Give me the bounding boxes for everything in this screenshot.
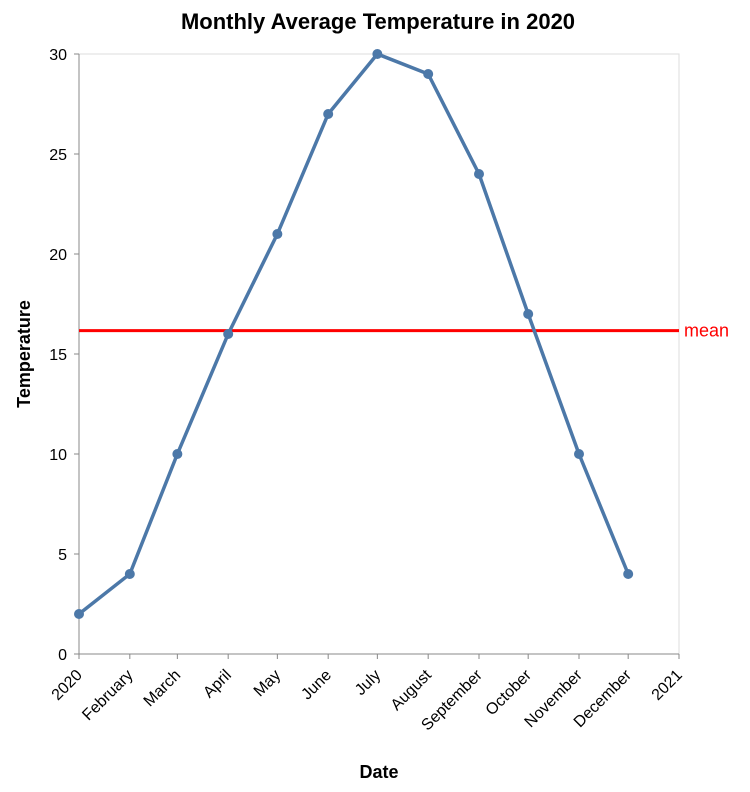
data-point bbox=[574, 449, 584, 459]
data-point bbox=[124, 569, 135, 579]
data-point bbox=[474, 169, 484, 179]
x-tick-label: July bbox=[352, 667, 384, 699]
y-tick-label: 20 bbox=[49, 247, 67, 264]
x-tick-label: April bbox=[200, 667, 235, 702]
data-point bbox=[272, 229, 283, 239]
x-tick-label: 2020 bbox=[49, 667, 86, 704]
mean-rule-group: mean bbox=[79, 321, 729, 341]
x-tick-label: June bbox=[298, 667, 335, 704]
data-point bbox=[372, 49, 383, 59]
y-tick-label: 25 bbox=[49, 147, 67, 164]
plot-frame bbox=[78, 53, 680, 655]
x-tick-label: March bbox=[141, 667, 184, 710]
y-tick-label: 30 bbox=[49, 47, 67, 64]
y-axis: 0 5 10 15 20 25 30 bbox=[49, 47, 80, 664]
y-tick-label: 0 bbox=[58, 647, 67, 664]
data-point bbox=[223, 329, 234, 339]
x-tick-label: October bbox=[483, 666, 536, 719]
series-group bbox=[74, 49, 634, 619]
y-axis-title: Temperature bbox=[14, 300, 34, 408]
data-point bbox=[172, 449, 183, 459]
y-tick-label: 15 bbox=[49, 347, 67, 364]
data-point bbox=[74, 609, 84, 619]
y-tick-label: 5 bbox=[58, 547, 67, 564]
chart-title: Monthly Average Temperature in 2020 bbox=[181, 9, 575, 34]
x-tick-label: May bbox=[251, 667, 284, 700]
mean-label: mean bbox=[684, 321, 729, 341]
data-point bbox=[423, 69, 434, 79]
x-tick-label: August bbox=[388, 666, 436, 714]
data-point bbox=[623, 569, 634, 579]
data-point bbox=[323, 109, 334, 119]
x-tick-label: February bbox=[79, 667, 136, 724]
x-tick-label: 2021 bbox=[649, 667, 686, 704]
data-point bbox=[523, 309, 534, 319]
x-axis-title: Date bbox=[359, 762, 398, 782]
series-line bbox=[77, 52, 630, 616]
y-tick-label: 10 bbox=[49, 447, 67, 464]
